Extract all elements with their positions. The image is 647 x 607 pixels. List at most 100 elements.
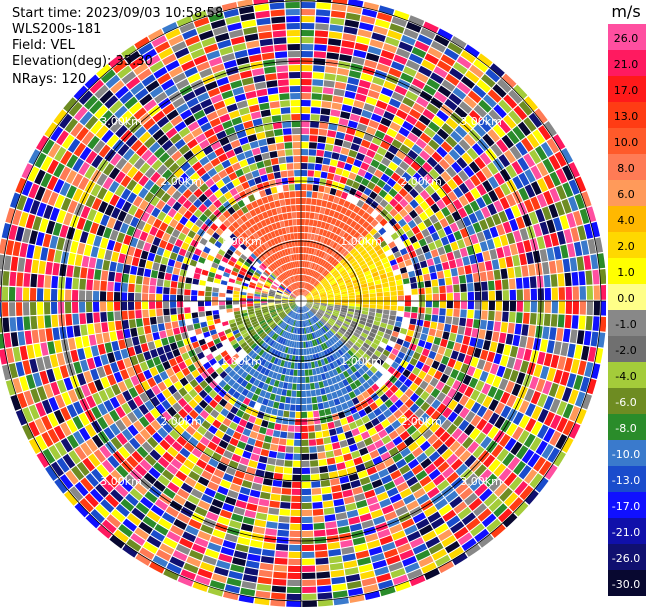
velocity-gate <box>85 290 93 301</box>
velocity-gate <box>240 379 249 388</box>
velocity-gate <box>311 340 316 347</box>
velocity-gate <box>133 248 142 258</box>
velocity-gate <box>303 290 307 296</box>
velocity-gate <box>88 257 97 269</box>
velocity-gate <box>304 261 308 268</box>
velocity-gate <box>335 404 343 413</box>
velocity-gate <box>458 139 471 152</box>
velocity-gate <box>423 21 439 34</box>
velocity-gate <box>334 273 341 279</box>
velocity-gate <box>194 506 208 517</box>
velocity-gate <box>184 66 198 78</box>
velocity-gate <box>441 448 453 461</box>
velocity-gate <box>427 47 443 59</box>
velocity-gate <box>314 44 327 52</box>
velocity-gate <box>253 75 266 83</box>
velocity-gate <box>258 31 273 40</box>
velocity-gate <box>167 395 177 406</box>
velocity-gate <box>47 341 56 355</box>
velocity-gate <box>307 284 312 291</box>
velocity-gate <box>191 341 200 349</box>
velocity-gate <box>261 244 267 251</box>
velocity-gate <box>357 506 370 516</box>
velocity-gate <box>507 267 515 279</box>
velocity-gate <box>497 119 511 134</box>
velocity-gate <box>320 298 327 300</box>
velocity-gate <box>327 292 334 296</box>
velocity-gate <box>445 214 455 225</box>
velocity-gate <box>304 305 309 311</box>
velocity-gate <box>380 140 391 150</box>
velocity-gate <box>568 389 579 405</box>
velocity-gate <box>193 394 203 404</box>
velocity-gate <box>197 116 209 127</box>
velocity-gate <box>232 476 243 486</box>
velocity-gate <box>174 333 183 342</box>
velocity-gate <box>158 518 172 530</box>
velocity-gate <box>365 396 374 405</box>
velocity-gate <box>281 322 287 329</box>
velocity-gate <box>339 230 346 238</box>
velocity-gate <box>526 337 535 350</box>
velocity-gate <box>332 242 338 249</box>
velocity-gate <box>318 266 323 273</box>
velocity-gate <box>340 417 348 426</box>
velocity-gate <box>130 265 138 275</box>
velocity-gate <box>267 87 279 95</box>
velocity-gate <box>260 491 271 500</box>
velocity-gate <box>273 334 279 341</box>
velocity-gate <box>421 364 431 373</box>
velocity-gate <box>307 177 314 184</box>
velocity-gate <box>299 289 301 295</box>
velocity-gate <box>207 134 219 145</box>
velocity-gate <box>314 315 320 321</box>
velocity-gate <box>252 224 260 232</box>
velocity-gate <box>319 366 325 374</box>
velocity-gate <box>192 317 200 324</box>
velocity-gate <box>332 442 341 450</box>
velocity-gate <box>450 130 463 143</box>
velocity-gate <box>358 376 366 385</box>
velocity-gate <box>443 225 453 236</box>
velocity-gate <box>281 367 287 375</box>
velocity-gate <box>468 212 478 224</box>
velocity-gate <box>106 239 116 251</box>
velocity-gate <box>237 199 246 208</box>
velocity-gate <box>313 263 318 270</box>
velocity-gate <box>302 586 317 593</box>
velocity-gate <box>367 315 375 321</box>
velocity-gate <box>150 270 159 279</box>
velocity-gate <box>143 351 152 361</box>
velocity-gate <box>155 176 166 188</box>
velocity-gate <box>65 302 72 314</box>
velocity-gate <box>275 260 281 267</box>
velocity-gate <box>222 143 233 153</box>
velocity-gate <box>419 189 430 200</box>
velocity-gate <box>124 96 138 110</box>
velocity-gate <box>181 226 190 235</box>
velocity-gate <box>263 159 272 167</box>
velocity-gate <box>135 553 151 566</box>
velocity-gate <box>231 453 242 463</box>
velocity-gate <box>465 543 481 557</box>
velocity-gate <box>390 296 398 301</box>
velocity-gate <box>137 68 152 81</box>
velocity-gate <box>103 399 114 412</box>
velocity-gate <box>316 274 322 280</box>
velocity-gate <box>287 432 295 439</box>
velocity-gate <box>172 267 181 275</box>
velocity-gate <box>204 128 215 139</box>
velocity-gate <box>384 151 395 161</box>
velocity-gate <box>374 169 384 179</box>
velocity-gate <box>109 194 120 207</box>
velocity-gate <box>228 396 237 405</box>
velocity-gate <box>454 445 466 458</box>
velocity-gate <box>224 496 237 506</box>
velocity-gate <box>94 84 109 99</box>
velocity-gate <box>310 270 315 277</box>
velocity-gate <box>177 488 190 500</box>
velocity-gate <box>331 484 342 493</box>
velocity-gate <box>411 78 426 90</box>
velocity-gate <box>424 314 432 321</box>
velocity-gate <box>457 266 465 276</box>
